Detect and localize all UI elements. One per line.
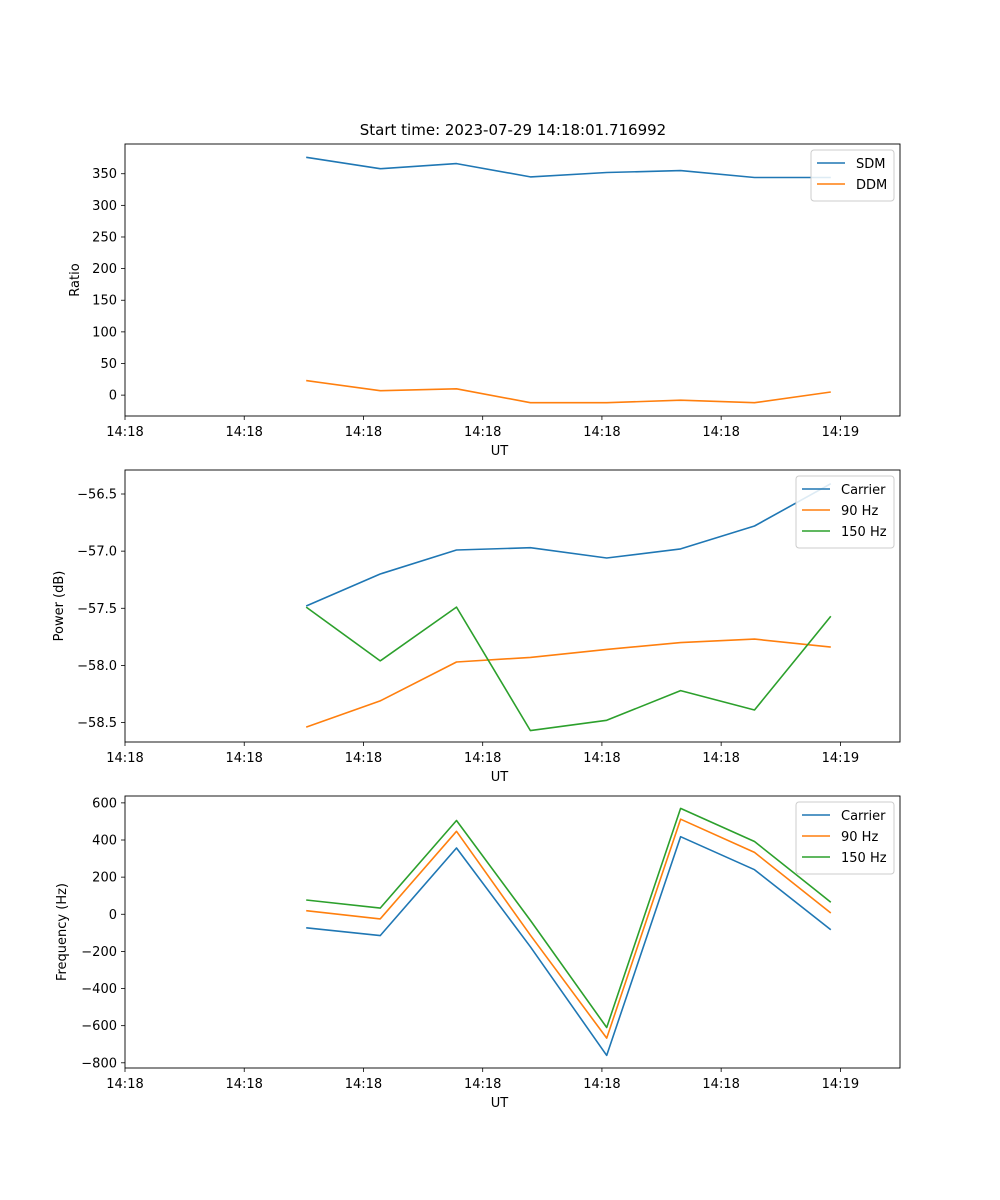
y-tick-label: −57.0 [77, 545, 117, 560]
x-tick-label: 14:18 [464, 751, 501, 766]
y-tick-label: −57.5 [77, 602, 117, 617]
y-axis-label: Frequency (Hz) [55, 883, 70, 981]
series-line-carrier [305, 483, 832, 607]
legend-box [795, 801, 895, 875]
x-tick-label: 14:18 [702, 425, 739, 440]
legend-box [795, 475, 895, 549]
y-tick-label: −400 [81, 982, 117, 997]
y-tick-label: 150 [92, 294, 117, 309]
y-tick-label: 350 [92, 167, 117, 182]
y-tick-label: 0 [109, 389, 117, 404]
x-tick-label: 14:18 [464, 1077, 501, 1092]
series-line-150-hz [306, 807, 832, 1029]
legend-label: Carrier [841, 809, 886, 824]
x-tick-label: 14:18 [225, 1077, 262, 1092]
chart-2: 14:18 14:18 14:18 14:18 14:18 14:18 14:19 −58.5… [52, 469, 901, 785]
series-line-150-hz [305, 606, 832, 732]
y-axis-label: Ratio [68, 263, 83, 296]
series-line-ddm [306, 379, 831, 404]
legend-label: 150 Hz [841, 525, 887, 540]
series-line-carrier [306, 835, 832, 1057]
x-tick-label: 14:18 [583, 1077, 620, 1092]
x-tick-label: 14:18 [225, 425, 262, 440]
y-tick-label: 50 [100, 357, 117, 372]
legend-label: SDM [856, 157, 885, 172]
y-tick-label: −600 [81, 1019, 117, 1034]
x-tick-label: 14:18 [106, 751, 143, 766]
y-tick-label: −58.5 [77, 716, 117, 731]
legend-label: 90 Hz [841, 504, 878, 519]
legend: Carrier 90 Hz 150 Hz [795, 475, 895, 549]
x-tick-label: 14:18 [702, 1077, 739, 1092]
x-tick-label: 14:18 [106, 1077, 143, 1092]
y-tick-label: 200 [92, 871, 117, 886]
x-axis-label: UT [491, 1096, 509, 1111]
y-axis-label: Power (dB) [52, 571, 67, 642]
y-tick-label: 300 [92, 199, 117, 214]
x-tick-label: 14:18 [345, 1077, 382, 1092]
x-tick-label: 14:18 [583, 751, 620, 766]
x-tick-label: 14:19 [822, 751, 859, 766]
legend-label: 150 Hz [841, 851, 887, 866]
x-axis-label: UT [491, 770, 509, 785]
y-tick-label: 0 [109, 908, 117, 923]
y-tick-label: −56.5 [77, 488, 117, 503]
y-tick-label: −58.0 [77, 659, 117, 674]
y-tick-label: −200 [81, 945, 117, 960]
chart-1: 14:18 14:18 14:18 14:18 14:18 14:18 14:19 0 50 10… [68, 143, 901, 459]
x-axis-label: UT [491, 444, 509, 459]
x-tick-label: 14:18 [583, 425, 620, 440]
x-tick-label: 14:18 [464, 425, 501, 440]
y-tick-label: 250 [92, 230, 117, 245]
y-tick-label: 400 [92, 834, 117, 849]
x-tick-label: 14:18 [702, 751, 739, 766]
legend-label: DDM [856, 178, 887, 193]
x-tick-label: 14:18 [345, 425, 382, 440]
y-tick-label: 200 [92, 262, 117, 277]
x-tick-label: 14:18 [345, 751, 382, 766]
legend: SDM DDM [810, 149, 895, 202]
x-tick-label: 14:18 [225, 751, 262, 766]
y-tick-label: 600 [92, 796, 117, 811]
legend-label: Carrier [841, 483, 886, 498]
series-line-sdm [306, 156, 831, 179]
series-line-90-hz [305, 638, 831, 728]
y-tick-label: −800 [81, 1056, 117, 1071]
y-tick-label: 100 [92, 325, 117, 340]
plot-frame [124, 143, 901, 417]
x-tick-label: 14:19 [822, 425, 859, 440]
plot-frame [124, 795, 901, 1069]
x-tick-label: 14:18 [106, 425, 143, 440]
figure-title: Start time: 2023-07-29 14:18:01.716992 [360, 121, 666, 139]
x-tick-label: 14:19 [822, 1077, 859, 1092]
series-line-90-hz [306, 818, 832, 1039]
legend: Carrier 90 Hz 150 Hz [795, 801, 895, 875]
legend-label: 90 Hz [841, 830, 878, 845]
plot-frame [124, 469, 901, 743]
chart-3: 14:18 14:18 14:18 14:18 14:18 14:18 14:19 −800 −… [55, 795, 901, 1111]
